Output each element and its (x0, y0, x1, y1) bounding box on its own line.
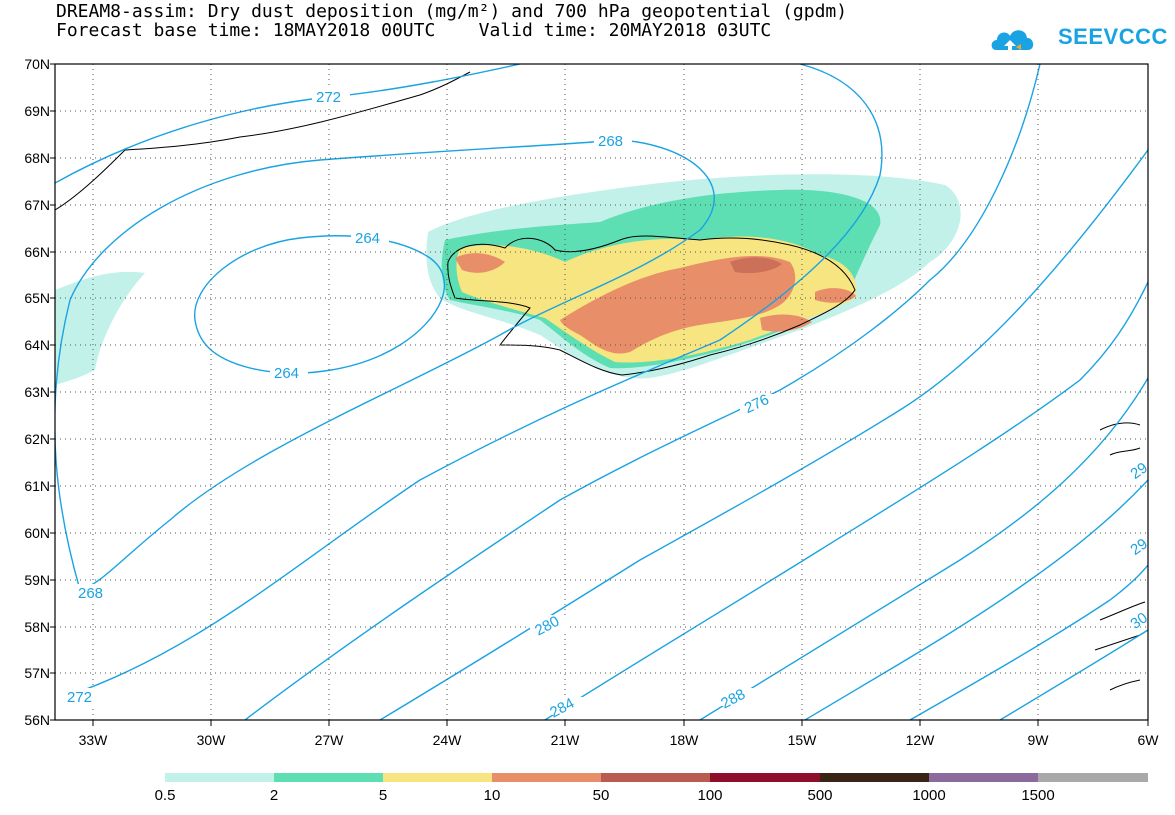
legend-label: 5 (378, 787, 388, 804)
dust-deposition-map: 272 268 264 264 268 276 280 284 288 272 … (50, 63, 1150, 726)
lat-label: 60N (24, 525, 50, 541)
seevccc-logo-text: SEEVCCC (1058, 24, 1168, 49)
lat-label: 68N (24, 150, 50, 166)
coastlines (55, 71, 1146, 691)
map-subtitle: Forecast base time: 18MAY2018 00UTC Vali… (56, 20, 772, 41)
legend-swatch (929, 773, 1038, 782)
lon-label: 15W (787, 732, 817, 748)
legend-label: 0.5 (154, 787, 176, 804)
map-title: DREAM8-assim: Dry dust deposition (mg/m²… (56, 1, 848, 22)
lat-label: 61N (24, 478, 50, 494)
lat-label: 67N (24, 197, 50, 213)
legend-swatch (710, 773, 820, 782)
lat-label: 70N (24, 56, 50, 72)
legend-label: 100 (697, 787, 723, 804)
legend-label: 50 (592, 787, 610, 804)
lon-label: 6W (1137, 732, 1159, 748)
dust-shading (55, 174, 961, 385)
legend-label: 500 (807, 787, 833, 804)
lon-label: 9W (1027, 732, 1049, 748)
lon-label: 30W (196, 732, 226, 748)
lat-label: 63N (24, 384, 50, 400)
map-grid (55, 64, 1148, 720)
contour-label: 264 (355, 230, 380, 247)
legend-label: 1000 (912, 787, 946, 804)
lon-label: 12W (905, 732, 935, 748)
lon-label: 27W (314, 732, 344, 748)
lon-label: 18W (669, 732, 699, 748)
lat-label: 57N (24, 665, 50, 681)
lat-label: 64N (24, 337, 50, 353)
color-legend: 0.5 2 5 10 50 100 500 1000 1500 (0, 770, 1175, 815)
contour-label: 268 (78, 585, 103, 602)
lat-label: 69N (24, 103, 50, 119)
seevccc-logo-icon (991, 30, 1034, 51)
lat-label: 66N (24, 244, 50, 260)
legend-swatch (165, 773, 274, 782)
legend-swatch (274, 773, 383, 782)
lon-label: 21W (550, 732, 580, 748)
legend-swatch (383, 773, 492, 782)
contour-label: 29 (1127, 459, 1150, 482)
geopotential-contours (55, 64, 1148, 720)
legend-swatch (492, 773, 601, 782)
legend-label: 10 (483, 787, 501, 804)
contour-label: 264 (274, 365, 299, 382)
legend-swatch (820, 773, 929, 782)
contour-label: 272 (67, 689, 92, 706)
lat-label: 58N (24, 619, 50, 635)
contour-label: 272 (316, 89, 341, 106)
lat-label: 59N (24, 572, 50, 588)
legend-label: 2 (269, 787, 279, 804)
lat-label: 56N (24, 712, 50, 728)
contour-label: 30 (1127, 609, 1150, 632)
legend-swatch (601, 773, 710, 782)
contour-label: 29 (1127, 535, 1150, 558)
legend-swatch (1038, 773, 1148, 782)
lat-label: 65N (24, 290, 50, 306)
legend-label: 1500 (1021, 787, 1055, 804)
lon-label: 33W (78, 732, 108, 748)
contour-label: 268 (598, 133, 623, 150)
lat-label: 62N (24, 431, 50, 447)
lon-label: 24W (432, 732, 462, 748)
